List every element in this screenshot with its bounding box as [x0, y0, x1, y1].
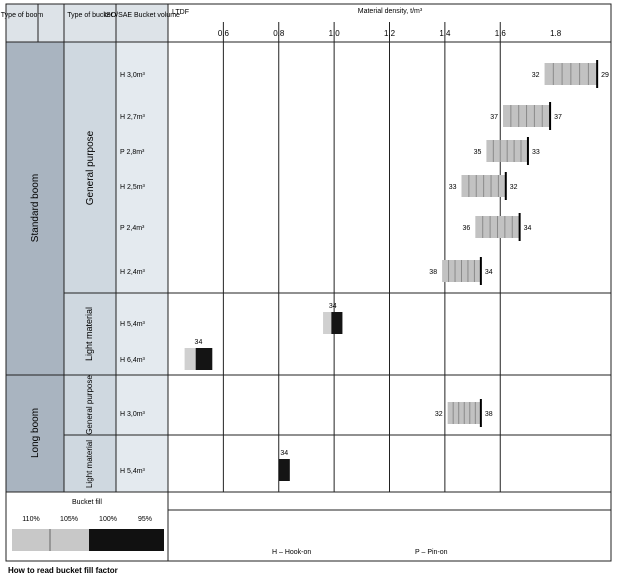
fill-range-bar-light	[323, 312, 332, 334]
group-long-light-material: Light material	[85, 440, 94, 488]
bar-label-top: 34	[329, 303, 337, 310]
long-boom-cell	[6, 375, 64, 492]
caption: How to read bucket fill factor	[8, 566, 118, 575]
bar-label-right: 32	[510, 184, 518, 191]
bar-label-left: 32	[532, 72, 540, 79]
standard-boom-cell	[6, 42, 64, 375]
bucket-row: H 2,4m³ 38 34	[120, 257, 493, 285]
volume-label: H 2,4m³	[120, 269, 146, 276]
legend-swatch-100	[89, 529, 127, 551]
legend-swatch-110	[12, 529, 50, 551]
bucket-row: H 5,4m³ 34	[120, 450, 290, 481]
volume-label: P 2,8m³	[120, 149, 145, 156]
legend-label-110: 110%	[22, 516, 39, 523]
volume-label: P 2,4m³	[120, 225, 145, 232]
group-standard-boom: Standard boom	[30, 174, 41, 242]
fill-range-bar-dark	[278, 459, 290, 481]
x-tick-label: 1.0	[329, 29, 341, 38]
bucket-row: P 2,8m³ 35 33	[120, 137, 540, 165]
legend-swatch-105	[50, 529, 89, 551]
x-tick-label: 0.8	[273, 29, 285, 38]
bucket-row: P 2,4m³ 36 34	[120, 213, 532, 241]
fill-range-bar-light	[184, 348, 196, 370]
bar-label-left: 32	[435, 411, 443, 418]
x-tick-label: 1.8	[550, 29, 562, 38]
fill-range-bar-dark	[331, 312, 343, 334]
volume-label: H 3,0m³	[120, 72, 146, 79]
group-long-boom: Long boom	[30, 408, 41, 458]
bar-label-top: 34	[280, 450, 288, 457]
volume-label: H 5,4m³	[120, 468, 146, 475]
bar-label-right: 33	[532, 149, 540, 156]
general-purpose-cell	[64, 42, 116, 293]
grid-layer	[222, 22, 501, 492]
header-bucket-volume: ISO/SAE Bucket volume	[104, 12, 180, 19]
legend-title: Bucket fill	[72, 499, 102, 506]
long-general-purpose-cell	[64, 375, 116, 435]
fill-range-bar-dark	[195, 348, 213, 370]
bucket-row: H 3,0m³ 32 29	[120, 60, 609, 88]
bar-label-top: 34	[195, 339, 203, 346]
header-left-bg	[6, 4, 168, 42]
legend-label-95: 95%	[138, 516, 152, 523]
volume-column	[116, 42, 168, 492]
footnote-hook-on: H – Hook-on	[272, 549, 311, 556]
bucket-row: H 5,4m³ 34	[120, 303, 343, 334]
legend-label-100: 100%	[99, 516, 117, 523]
volume-label: H 5,4m³	[120, 321, 146, 328]
volume-label: H 2,7m³	[120, 114, 146, 121]
group-long-general-purpose: General purpose	[85, 375, 94, 435]
header-type-of-boom: Type of boom	[1, 12, 44, 19]
x-tick-label: 0.6	[218, 29, 230, 38]
bar-label-left: 38	[429, 269, 437, 276]
bar-label-left: 37	[490, 114, 498, 121]
group-light-material: Light material	[84, 307, 94, 361]
bucket-row: H 3,0m³ 32 38	[120, 399, 493, 427]
footnote-pin-on: P – Pin-on	[415, 549, 448, 556]
bar-label-right: 37	[554, 114, 562, 121]
light-material-cell	[64, 293, 116, 375]
ticks-layer: 0.6 0.8 1.0 1.2 1.4 1.6 1.8	[218, 29, 562, 38]
header-type-of-bucket: Type of bucket	[67, 12, 113, 19]
volume-label: H 3,0m³	[120, 411, 146, 418]
header-ltdf: LTDF	[172, 9, 189, 16]
bucket-row: H 6,4m³ 34	[120, 339, 213, 370]
legend-label-105: 105%	[60, 516, 78, 523]
legend-swatch-95	[127, 529, 164, 551]
bar-label-right: 34	[485, 269, 493, 276]
bucket-row: H 2,5m³ 33 32	[120, 172, 518, 200]
rows-layer: H 3,0m³ 32 29H 2,7m³ 37 37P 2,8m³ 35 33H 2,5m³…	[120, 60, 609, 481]
table-lines	[5, 3, 612, 562]
group-general-purpose: General purpose	[85, 130, 96, 205]
bar-label-right: 38	[485, 411, 493, 418]
bar-label-left: 35	[474, 149, 482, 156]
volume-label: H 6,4m³	[120, 357, 146, 364]
legend: Bucket fill 110% 105% 100% 95%	[12, 499, 164, 551]
bar-label-left: 36	[463, 225, 471, 232]
bucket-row: H 2,7m³ 37 37	[120, 102, 562, 130]
x-tick-label: 1.6	[495, 29, 507, 38]
density-title: Material density, t/m³	[358, 8, 423, 15]
bar-label-left: 33	[449, 184, 457, 191]
bar-label-right: 29	[601, 72, 609, 79]
x-tick-label: 1.2	[384, 29, 396, 38]
volume-label: H 2,5m³	[120, 184, 146, 191]
x-tick-label: 1.4	[439, 29, 451, 38]
bar-label-right: 34	[524, 225, 532, 232]
long-light-material-cell	[64, 435, 116, 492]
